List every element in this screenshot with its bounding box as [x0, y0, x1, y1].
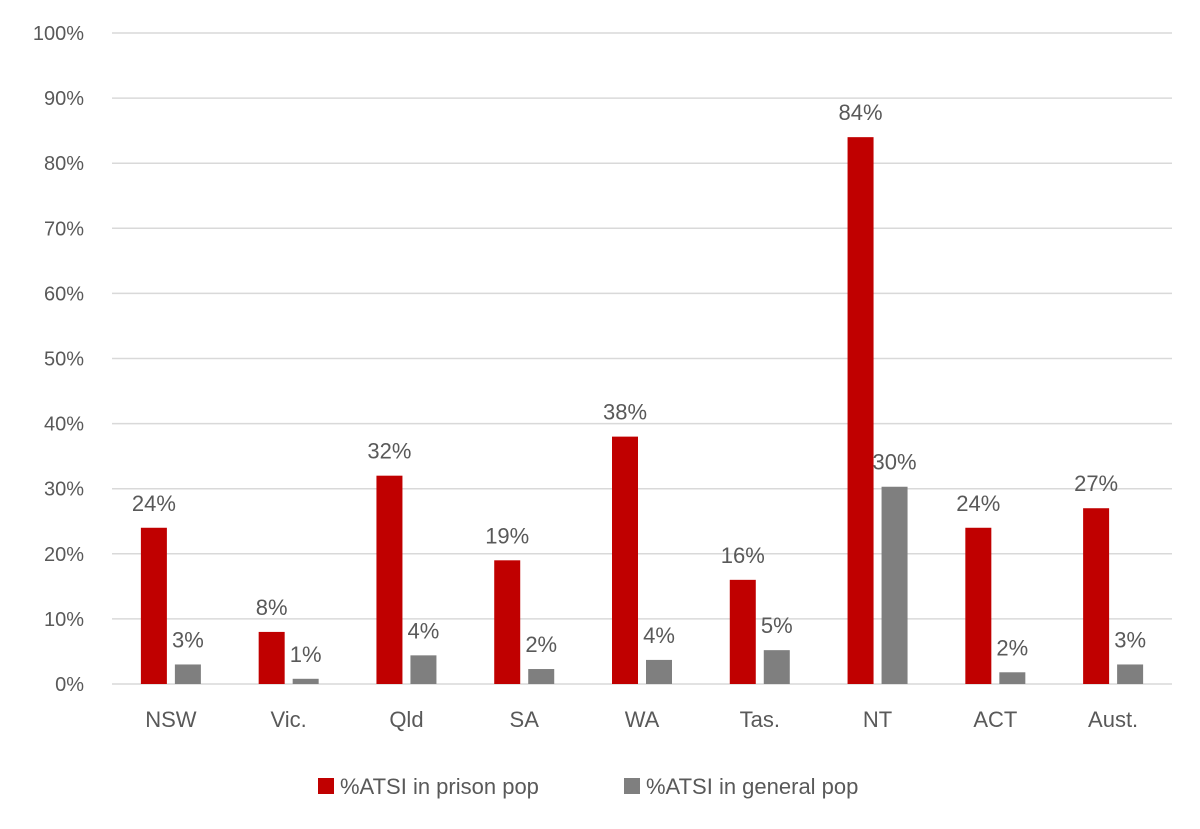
data-label: 84% [839, 100, 883, 125]
data-label: 30% [873, 450, 917, 475]
bar-prison-pop [494, 560, 521, 684]
y-tick-label: 50% [44, 349, 84, 371]
data-label: 24% [956, 491, 1000, 516]
y-tick-label: 10% [44, 609, 84, 631]
bar-general-pop [292, 678, 319, 684]
bar-general-pop [881, 486, 908, 684]
data-label: 16% [721, 543, 765, 568]
y-tick-label: 30% [44, 479, 84, 501]
bar-general-pop [174, 664, 201, 684]
bar-prison-pop [729, 579, 756, 684]
x-tick-label: Vic. [271, 707, 307, 732]
legend-swatch [318, 778, 334, 794]
data-label: 3% [1114, 627, 1146, 652]
data-label: 8% [256, 595, 288, 620]
y-tick-label: 40% [44, 414, 84, 436]
bar-general-pop [999, 672, 1026, 684]
data-label: 2% [525, 632, 557, 657]
legend-label: %ATSI in prison pop [340, 774, 539, 799]
y-tick-label: 20% [44, 544, 84, 566]
bar-prison-pop [258, 631, 285, 684]
data-label: 32% [367, 439, 411, 464]
bar-general-pop [1117, 664, 1144, 684]
data-label: 4% [643, 623, 675, 648]
legend-swatch [624, 778, 640, 794]
x-tick-label: WA [625, 707, 660, 732]
data-label: 27% [1074, 471, 1118, 496]
data-label: 3% [172, 627, 204, 652]
bar-general-pop [528, 669, 555, 684]
data-label: 5% [761, 613, 793, 638]
bar-general-pop [763, 650, 790, 684]
bar-general-pop [410, 655, 437, 684]
x-tick-label: Qld [389, 707, 423, 732]
x-tick-label: Aust. [1088, 707, 1138, 732]
bar-prison-pop [140, 527, 167, 684]
y-tick-label: 70% [44, 218, 84, 240]
x-tick-label: ACT [973, 707, 1017, 732]
y-tick-label: 100% [33, 23, 84, 45]
bar-prison-pop [376, 475, 403, 684]
legend-label: %ATSI in general pop [646, 774, 858, 799]
bar-prison-pop [612, 436, 638, 684]
x-tick-label: SA [510, 707, 540, 732]
bar-prison-pop [965, 527, 992, 684]
x-tick-label: NSW [145, 707, 197, 732]
y-tick-label: 90% [44, 88, 84, 110]
bar-general-pop [646, 659, 672, 684]
bar-prison-pop [1083, 508, 1110, 684]
x-tick-label: NT [863, 707, 892, 732]
y-tick-label: 80% [44, 153, 84, 175]
y-tick-label: 60% [44, 283, 84, 305]
data-label: 24% [132, 491, 176, 516]
data-label: 4% [408, 618, 440, 643]
x-tick-label: Tas. [740, 707, 780, 732]
data-label: 38% [603, 400, 647, 425]
bar-prison-pop [847, 137, 874, 684]
y-tick-label: 0% [55, 674, 84, 696]
data-label: 1% [290, 642, 322, 667]
data-label: 2% [996, 635, 1028, 660]
data-label: 19% [485, 523, 529, 548]
